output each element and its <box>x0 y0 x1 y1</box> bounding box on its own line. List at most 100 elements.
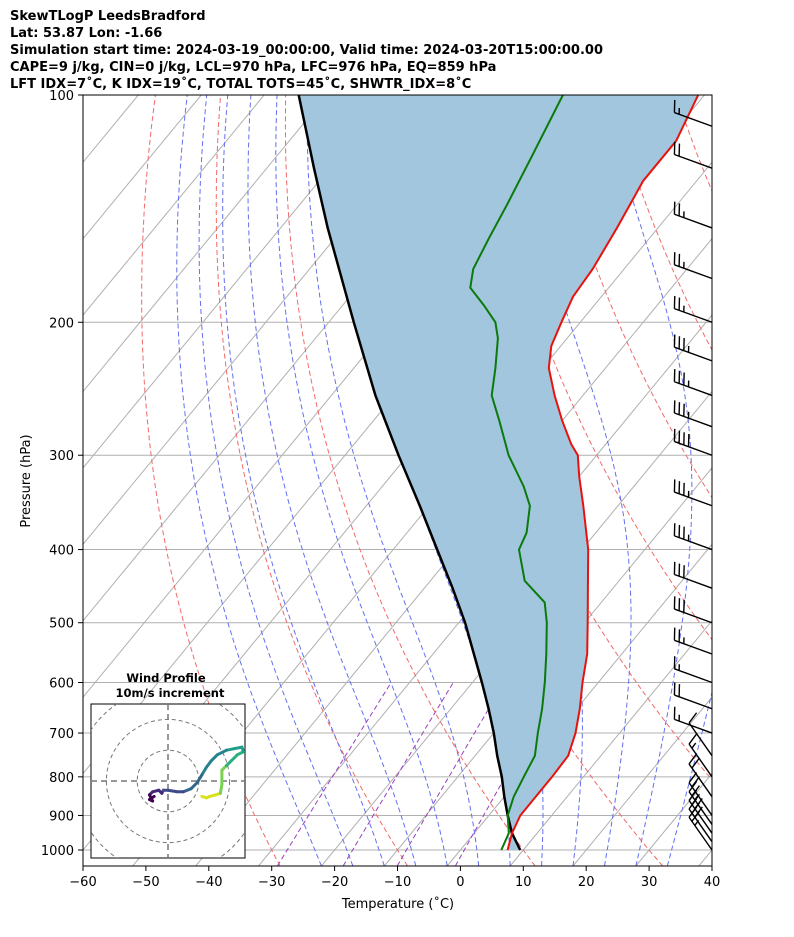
wind-barb-flag <box>688 753 698 765</box>
parcel-line <box>297 95 522 851</box>
isotherm-line <box>83 95 202 240</box>
hodograph-subtitle: 10m/s increment <box>116 686 225 700</box>
isotherm-line <box>0 95 75 866</box>
wind-barb <box>673 706 713 734</box>
wind-barb-shaft <box>674 307 713 323</box>
moist-adiabat <box>247 95 417 866</box>
hodograph-plot <box>91 704 245 858</box>
x-tick-label: −50 <box>132 875 159 890</box>
hodograph-segment <box>148 794 156 801</box>
y-tick-label: 400 <box>49 544 74 559</box>
title-instability: CAPE=9 j/kg, CIN=0 j/kg, LCL=970 hPa, LF… <box>10 60 497 75</box>
wind-barb-halfflag <box>691 742 697 749</box>
profile-layer <box>297 95 700 851</box>
wind-barb-shaft <box>674 718 713 734</box>
isotherm-line <box>635 772 712 866</box>
wind-barb-flag <box>688 772 698 784</box>
wind-barb <box>688 733 713 778</box>
title-indices: LFT IDX=7˚C, K IDX=19˚C, TOTAL TOTS=45˚C… <box>10 77 472 92</box>
wind-barb-shaft <box>688 743 713 778</box>
wind-barb <box>673 141 713 169</box>
y-tick-label: 500 <box>49 617 74 632</box>
wind-barb-shaft <box>674 694 713 710</box>
isotherm-line <box>762 95 794 866</box>
wind-barb-shaft <box>674 608 713 624</box>
moist-adiabat <box>511 95 632 866</box>
dry-adiabat <box>480 95 712 641</box>
wind-barb-shaft <box>688 782 713 816</box>
y-axis-label: Pressure (hPa) <box>19 434 34 527</box>
wind-barb-shaft <box>688 763 713 798</box>
wind-barb <box>673 201 713 229</box>
mixing-ratio-line <box>454 682 560 866</box>
isotherm-line <box>698 849 712 866</box>
wind-barb-shaft <box>688 791 713 825</box>
wind-barb-shaft <box>674 440 713 456</box>
wind-barb-flag <box>688 733 698 745</box>
wind-barb <box>673 561 713 589</box>
wind-barb-flag <box>688 712 698 724</box>
x-axis-label: Temperature (˚C) <box>341 896 454 912</box>
x-tick-label: 20 <box>578 875 595 890</box>
wind-barb-shaft <box>674 412 713 428</box>
moist-adiabat <box>666 690 712 866</box>
y-tick-label: 200 <box>49 316 74 331</box>
wind-barb <box>673 334 713 362</box>
x-tick-label: 0 <box>456 875 464 890</box>
wind-barb <box>673 252 713 280</box>
x-tick-label: −40 <box>195 875 222 890</box>
isotherm-line <box>83 95 328 393</box>
cape-fill-layer <box>298 95 699 850</box>
x-tick-label: −60 <box>69 875 96 890</box>
wind-barb-shaft <box>674 535 713 551</box>
y-tick-label: 800 <box>49 771 74 786</box>
wind-barb-shaft <box>688 800 713 834</box>
isotherm-line <box>83 95 265 316</box>
moist-adiabat <box>306 95 480 866</box>
wind-barb-shaft <box>674 153 713 169</box>
dry-adiabat <box>215 95 409 866</box>
wind-barb-shaft <box>674 491 713 507</box>
wind-barb-flag <box>691 785 701 797</box>
wind-barb <box>688 712 713 757</box>
hodograph-inset: Wind Profile 10m/s increment <box>90 671 246 859</box>
moist-adiabat <box>176 95 322 866</box>
wind-barb-flag <box>691 776 701 788</box>
wind-barb <box>673 682 713 710</box>
wind-barb-shaft <box>674 668 713 684</box>
hodograph-segment <box>166 788 179 794</box>
y-tick-label: 100 <box>49 89 74 104</box>
mixing-ratio-line <box>342 682 454 866</box>
y-tick-label: 300 <box>49 449 74 464</box>
x-tick-label: −30 <box>258 875 285 890</box>
isotherm-line <box>383 467 712 866</box>
wind-barb <box>688 772 713 816</box>
hodograph-segment <box>215 748 229 757</box>
mixing-ratio-line <box>396 682 505 866</box>
x-tick-label: −10 <box>384 875 411 890</box>
isotherm-line <box>572 696 712 866</box>
axes: −60 −50 −40 −30 −20 −10 0 10 20 30 40 1000 900 800 700… <box>41 89 720 890</box>
moist-adiabat <box>222 95 385 866</box>
wind-barb-shaft <box>688 722 713 757</box>
wind-barb-shaft <box>674 346 713 362</box>
wind-barb-shaft <box>674 213 713 229</box>
y-tick-label: 700 <box>49 727 74 742</box>
x-tick-label: −20 <box>321 875 348 890</box>
wind-barb <box>673 656 713 684</box>
y-tick-label: 600 <box>49 677 74 692</box>
mixing-ratio-line <box>276 682 392 866</box>
wind-barb-shaft <box>688 816 713 851</box>
wind-barb <box>673 428 713 456</box>
wind-barb-flag <box>691 757 701 769</box>
temperature-line <box>506 95 700 851</box>
title-location: Lat: 53.87 Lon: -1.66 <box>10 26 163 41</box>
wind-barb-shaft <box>674 111 713 127</box>
cape-shading <box>298 95 699 850</box>
dry-adiabat <box>141 95 281 866</box>
x-tick-label: 40 <box>704 875 721 890</box>
x-tick-label: 30 <box>641 875 658 890</box>
wind-barbs <box>673 99 713 851</box>
wind-barb <box>673 596 713 624</box>
